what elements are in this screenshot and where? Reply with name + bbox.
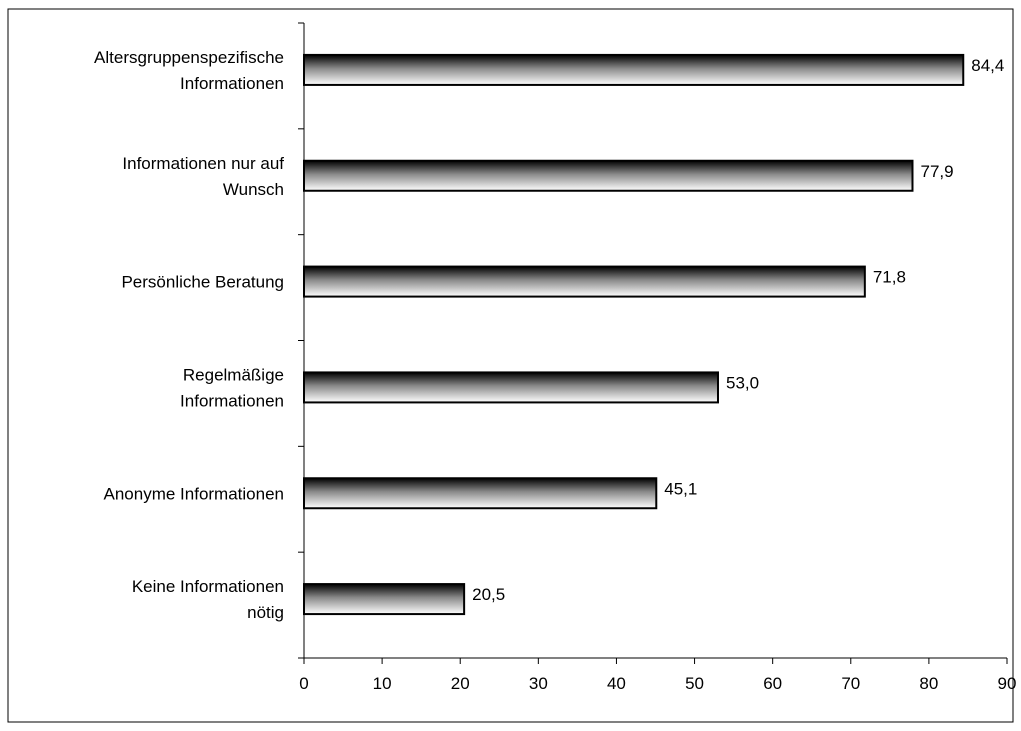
category-label: Anonyme Informationen [104,484,285,503]
x-tick-label: 30 [529,674,548,693]
category-label-line: Keine Informationen [132,577,284,596]
bar [303,265,866,298]
category-label-line: Informationen [180,74,284,93]
bar [303,159,914,192]
category-label-line: Regelmäßige [183,365,284,384]
bar [303,583,466,616]
x-tick-label: 80 [919,674,938,693]
category-label-line: Wunsch [223,180,284,199]
bar [303,371,719,404]
x-tick-label: 70 [841,674,860,693]
category-label-line: Informationen nur auf [122,154,284,173]
category-label-line: Altersgruppenspezifische [94,48,284,67]
category-label: Altersgruppenspezifische Informationen [94,48,284,93]
category-label: Regelmäßige Informationen [180,365,284,410]
data-label: 71,8 [873,268,906,287]
category-label: Informationen nur auf Wunsch [122,154,284,199]
bar [303,53,965,86]
category-label: Keine Informationen nötig [132,577,284,622]
x-tick-label: 60 [763,674,782,693]
category-label-line: Informationen [180,391,284,410]
x-tick-label: 0 [299,674,308,693]
x-tick-label: 90 [998,674,1017,693]
data-label: 77,9 [920,162,953,181]
data-label: 84,4 [971,56,1004,75]
category-label-line: nötig [247,603,284,622]
plot-area: 0 10 20 30 40 50 60 70 80 90 Altersgruppenspezifis… [94,22,1017,693]
category-label: Persönliche Beratung [121,273,284,292]
category-label-line: Persönliche Beratung [121,273,284,292]
data-label: 53,0 [726,373,759,392]
data-label: 45,1 [664,479,697,498]
category-label-line: Anonyme Informationen [104,484,285,503]
chart-frame [7,8,1014,723]
x-tick-label: 50 [685,674,704,693]
bar [303,477,658,510]
x-tick-label: 20 [451,674,470,693]
data-label: 20,5 [472,585,505,604]
x-tick-label: 40 [607,674,626,693]
x-tick-label: 10 [373,674,392,693]
